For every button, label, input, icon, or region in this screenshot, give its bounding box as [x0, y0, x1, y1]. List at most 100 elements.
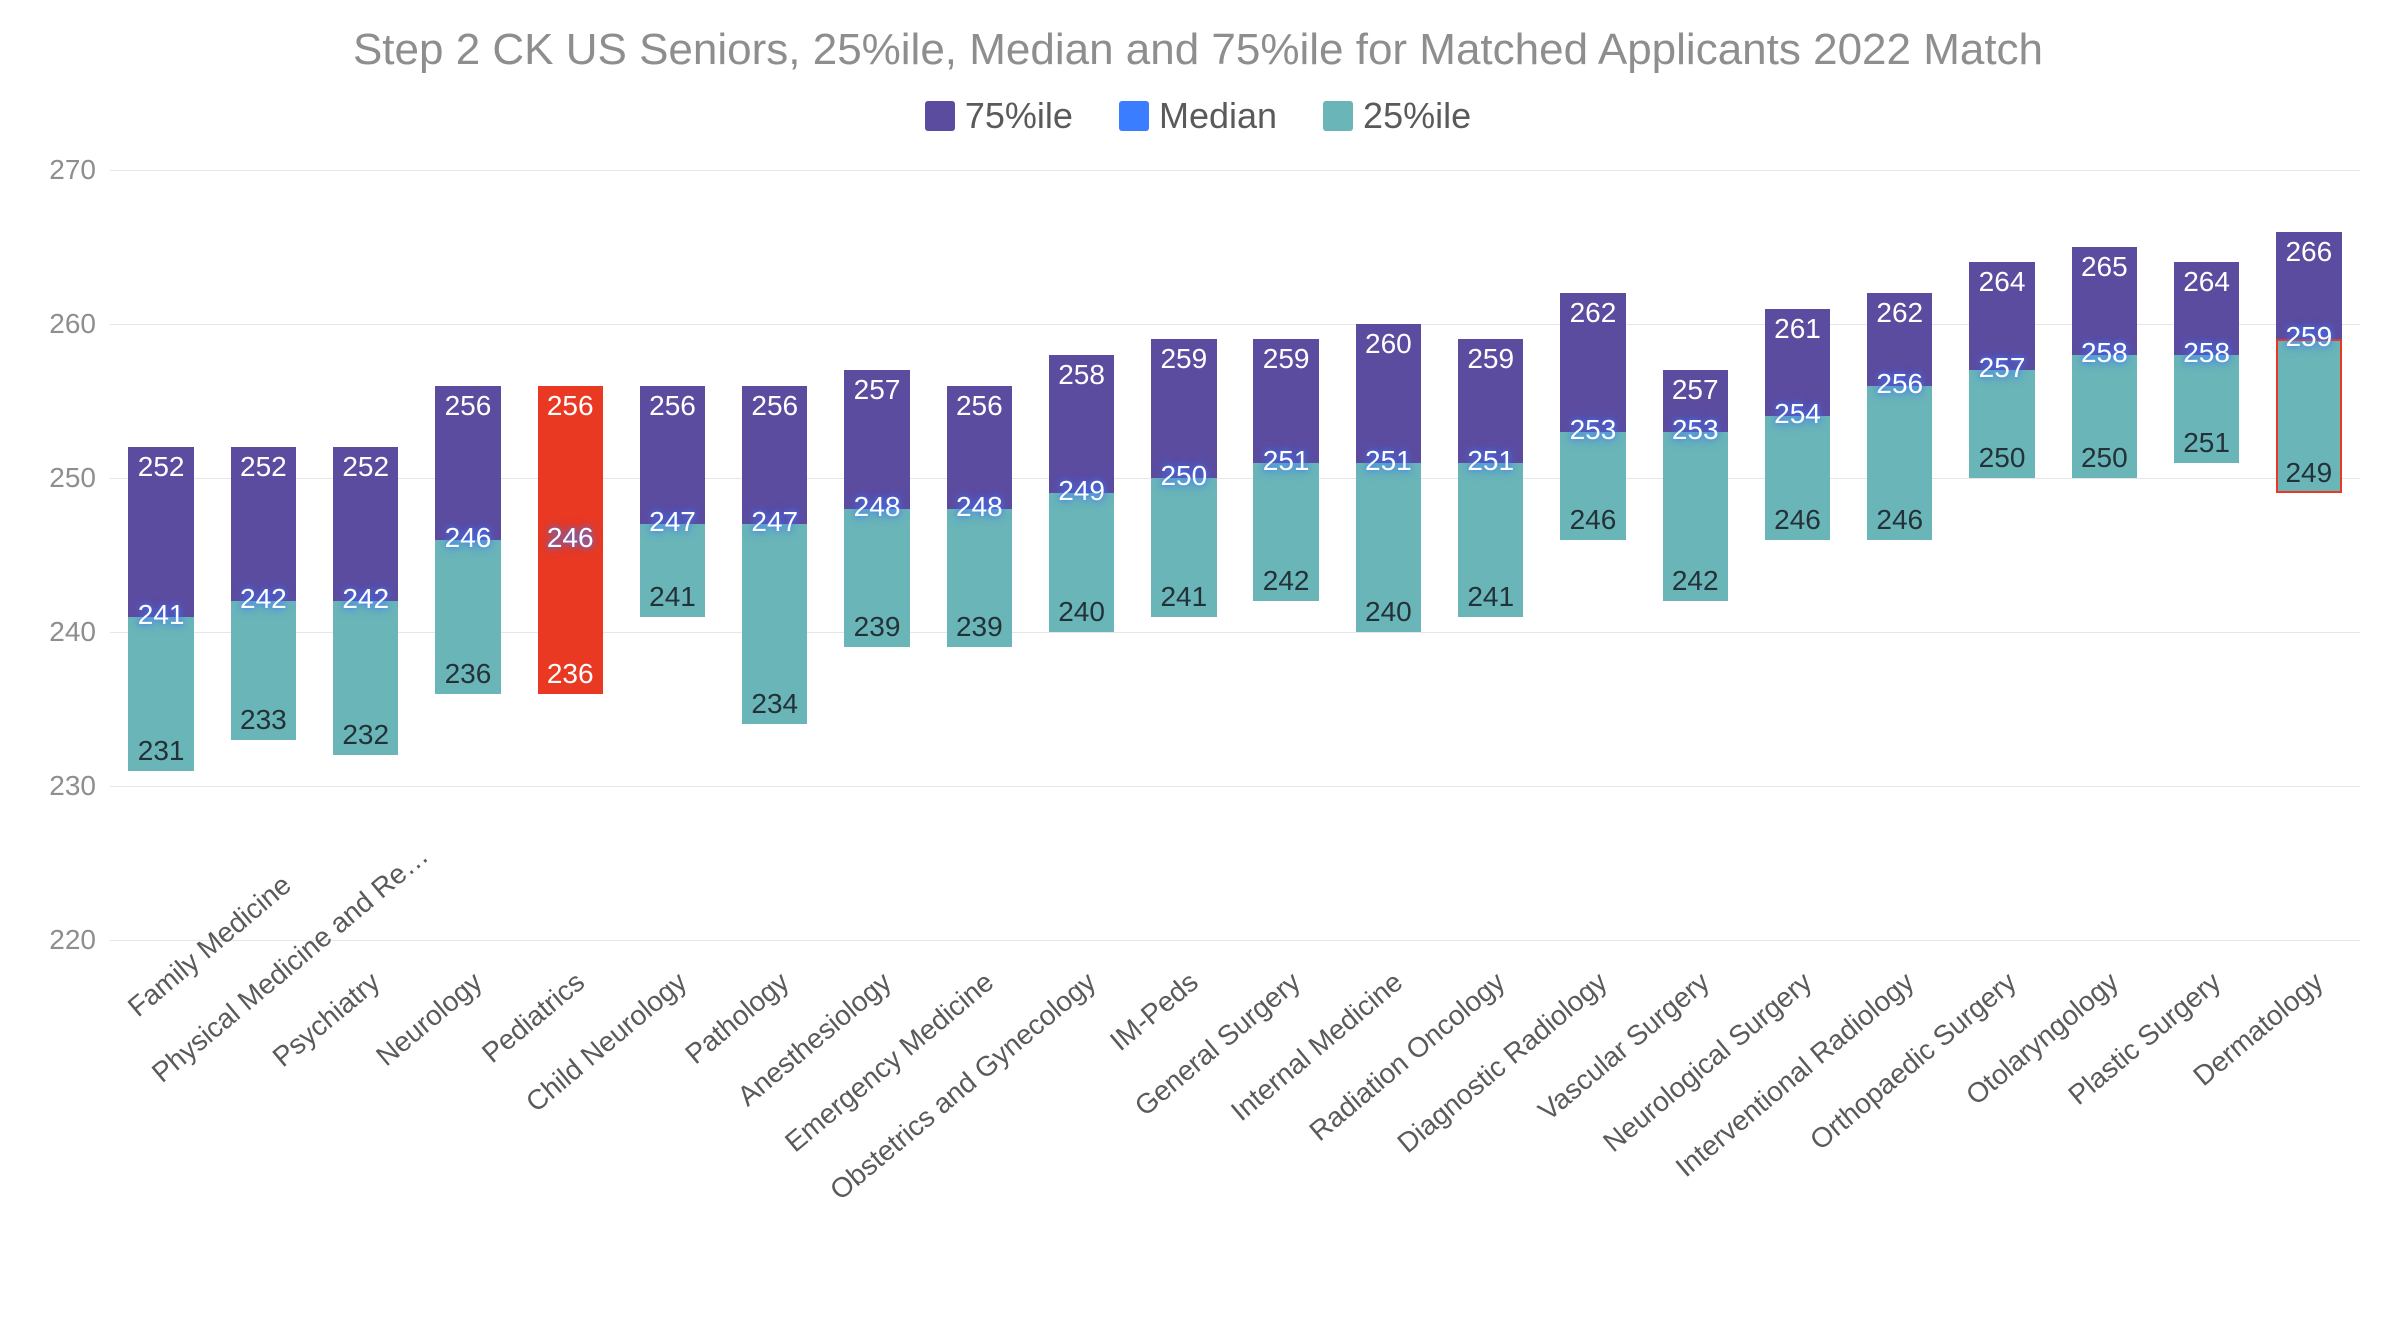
- x-axis: Family MedicinePhysical Medicine and Re……: [110, 960, 2360, 1320]
- legend-label-p75: 75%ile: [965, 95, 1073, 137]
- legend-item-median: Median: [1119, 95, 1277, 137]
- legend-swatch-p75: [925, 101, 955, 131]
- bar-label-p25: 239: [947, 613, 1012, 641]
- bar-label-p25: 231: [128, 737, 193, 765]
- bar-label-median: 251: [1458, 447, 1523, 475]
- bar-label-p25: 250: [2072, 444, 2137, 472]
- bar-label-p25: 242: [1663, 567, 1728, 595]
- bar-label-p25: 241: [640, 583, 705, 611]
- bar-label-median: 246: [435, 524, 500, 552]
- bar-label-median: 248: [844, 493, 909, 521]
- bar-label-p25: 232: [333, 721, 398, 749]
- bar-label-p25: 249: [2276, 459, 2341, 487]
- bar-label-median: 254: [1765, 400, 1830, 428]
- bar-label-p75: 264: [1969, 268, 2034, 296]
- x-axis-label: Pediatrics: [218, 966, 591, 1286]
- gridline: 220: [110, 940, 2360, 941]
- bar-label-p25: 246: [1560, 506, 1625, 534]
- bar-label-p75: 264: [2174, 268, 2239, 296]
- chart-container: Step 2 CK US Seniors, 25%ile, Median and…: [0, 0, 2396, 1340]
- y-tick-label: 230: [49, 770, 96, 802]
- bar-group: 252 241 231: [128, 170, 193, 940]
- bar-label-p75: 258: [1049, 361, 1114, 389]
- y-tick-label: 240: [49, 616, 96, 648]
- bar-label-p75: 259: [1253, 345, 1318, 373]
- legend-label-p25: 25%ile: [1363, 95, 1471, 137]
- plot-area: 2202302402502602702522412312522422332522…: [110, 170, 2360, 940]
- bar-group: 259251241: [1458, 170, 1523, 940]
- bar-label-p25: 233: [231, 706, 296, 734]
- y-tick-label: 260: [49, 308, 96, 340]
- bar-label-p75: 256: [538, 392, 603, 420]
- bar-group: 259 251 242: [1253, 170, 1318, 940]
- bar-label-p75: 260: [1356, 330, 1421, 358]
- bar-group: 260 251 240: [1356, 170, 1421, 940]
- bar-label-p25: 236: [538, 660, 603, 688]
- bar-label-p75: 261: [1765, 315, 1830, 343]
- legend-swatch-p25: [1323, 101, 1353, 131]
- bar-label-p25: 240: [1356, 598, 1421, 626]
- bar-label-median: 242: [231, 585, 296, 613]
- bar-group: 256248239: [947, 170, 1012, 940]
- bar-group: 266259249: [2276, 170, 2341, 940]
- bar-group: 262256246: [1867, 170, 1932, 940]
- x-axis-label: Family Medicine: [122, 966, 182, 1023]
- bar-group: 252 242 233: [231, 170, 296, 940]
- bar-label-p25: 250: [1969, 444, 2034, 472]
- legend-item-p75: 75%ile: [925, 95, 1073, 137]
- bar-group: 264 257 250: [1969, 170, 2034, 940]
- bar-label-p75: 256: [742, 392, 807, 420]
- bar-group: 252242232: [333, 170, 398, 940]
- legend: 75%ile Median 25%ile: [0, 95, 2396, 140]
- bar-label-p25: 234: [742, 690, 807, 718]
- bar-label-p75: 252: [333, 453, 398, 481]
- bar-label-median: 258: [2174, 339, 2239, 367]
- bar-label-p75: 262: [1867, 299, 1932, 327]
- y-tick-label: 270: [49, 154, 96, 186]
- bar-label-p75: 252: [128, 453, 193, 481]
- legend-item-p25: 25%ile: [1323, 95, 1471, 137]
- bar-group: 265258250: [2072, 170, 2137, 940]
- bar-group: 264 258 251: [2174, 170, 2239, 940]
- bar-label-median: 248: [947, 493, 1012, 521]
- y-tick-label: 220: [49, 924, 96, 956]
- bar-group: 258249240: [1049, 170, 1114, 940]
- bar-label-p75: 259: [1151, 345, 1216, 373]
- legend-label-median: Median: [1159, 95, 1277, 137]
- bar-group: 262253246: [1560, 170, 1625, 940]
- bar-label-median: 250: [1151, 462, 1216, 490]
- y-tick-label: 250: [49, 462, 96, 494]
- bar-label-p75: 256: [640, 392, 705, 420]
- bar-group: 257 253 242: [1663, 170, 1728, 940]
- bar-group: 256246236: [538, 170, 603, 940]
- bar-label-p25: 251: [2174, 429, 2239, 457]
- bar-label-p25: 246: [1765, 506, 1830, 534]
- bar-group: 256 246 236: [435, 170, 500, 940]
- bar-group: 256 247 241: [640, 170, 705, 940]
- bar-label-median: 247: [640, 508, 705, 536]
- bar-label-median: 256: [1867, 370, 1932, 398]
- bar-label-median: 251: [1253, 447, 1318, 475]
- bar-label-median: 247: [742, 508, 807, 536]
- bar-label-p75: 257: [1663, 376, 1728, 404]
- bar-label-median: 259: [2276, 323, 2341, 351]
- chart-title: Step 2 CK US Seniors, 25%ile, Median and…: [0, 25, 2396, 75]
- bar-label-median: 241: [128, 601, 193, 629]
- bar-label-median: 249: [1049, 477, 1114, 505]
- bar-label-p75: 256: [435, 392, 500, 420]
- bar-label-median: 251: [1356, 447, 1421, 475]
- bar-group: 256 247 234: [742, 170, 807, 940]
- bar-label-p75: 252: [231, 453, 296, 481]
- bar-label-median: 258: [2072, 339, 2137, 367]
- bar-group: 261 254 246: [1765, 170, 1830, 940]
- bar-label-median: 253: [1663, 416, 1728, 444]
- bar-label-p25: 236: [435, 660, 500, 688]
- bar-label-p75: 257: [844, 376, 909, 404]
- bar-label-median: 257: [1969, 354, 2034, 382]
- bar-label-p25: 242: [1253, 567, 1318, 595]
- bar-group: 259250241: [1151, 170, 1216, 940]
- bar-label-p75: 259: [1458, 345, 1523, 373]
- bar-group: 257 248 239: [844, 170, 909, 940]
- bar-label-median: 253: [1560, 416, 1625, 444]
- bar-label-p25: 239: [844, 613, 909, 641]
